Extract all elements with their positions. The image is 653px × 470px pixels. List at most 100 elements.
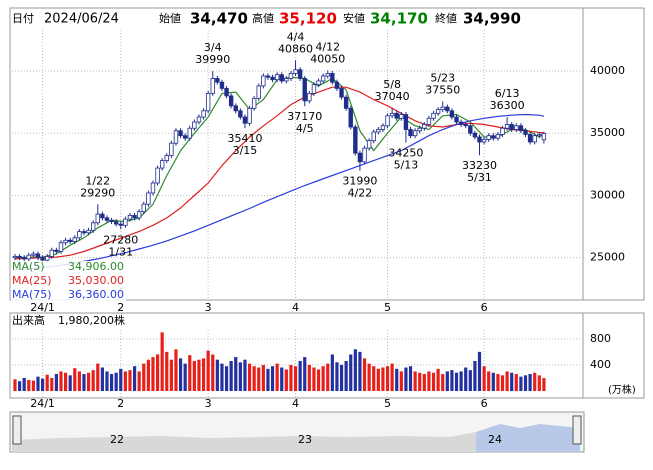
volume-bar [450, 370, 454, 391]
volume-bar [40, 378, 45, 391]
candle-body [12, 256, 18, 259]
volume-bar [427, 371, 431, 391]
volume-bar [137, 371, 141, 391]
ma-line [14, 86, 544, 260]
volume-bar [441, 374, 445, 391]
volume-bar [436, 368, 440, 391]
candle-body [192, 121, 197, 129]
candle-body [353, 126, 358, 154]
candle-body [173, 130, 179, 144]
x-tick-label: 5 [384, 397, 391, 410]
candle-body [182, 135, 188, 139]
y-tick-label: 25000 [590, 251, 625, 264]
candle-body [132, 214, 137, 219]
candle-body [389, 112, 395, 117]
candle-body [376, 129, 381, 133]
candle-body [118, 223, 123, 226]
candle-body [219, 81, 225, 89]
candle-body [371, 131, 376, 142]
candle-body [141, 203, 146, 213]
volume-bar [344, 361, 348, 391]
x-tick-label: 3 [205, 397, 212, 410]
candle-body [362, 147, 367, 163]
volume-bar [91, 370, 95, 391]
candle-body [265, 75, 271, 78]
volume-bar [335, 362, 339, 391]
volume-bar [36, 376, 40, 391]
y-tick-label: 400 [590, 358, 611, 371]
volume-bar [459, 371, 463, 391]
candle-body [537, 134, 542, 137]
x-tick-label: 5 [384, 301, 391, 314]
navigator-label: 24 [488, 433, 502, 446]
candle-body [380, 125, 386, 130]
navigator-range [476, 424, 580, 452]
volume-title: 出来高 [12, 313, 45, 327]
candle-body [127, 214, 133, 220]
volume-bar [192, 361, 196, 391]
volume-bar [188, 355, 192, 391]
candle-body [72, 237, 77, 242]
candle-body [146, 192, 151, 205]
legend-label: MA(25) [12, 274, 52, 287]
candle-body [100, 213, 105, 219]
volume-bar [408, 366, 413, 391]
annotation-date: 5/31 [467, 171, 492, 184]
candle-body [123, 218, 128, 226]
candle-body [201, 110, 206, 118]
volume-bar [132, 366, 137, 391]
volume-bar [261, 364, 265, 391]
candle-body [279, 74, 284, 82]
candle-body [518, 125, 524, 132]
candle-body [325, 73, 330, 77]
candle-body [205, 92, 211, 112]
legend-value: 35,030.00 [68, 274, 124, 287]
candle-body [399, 114, 404, 119]
volume-bar [390, 363, 394, 391]
navigator-label: 22 [110, 433, 124, 446]
y-tick-label: 35000 [590, 126, 625, 139]
candle-body [164, 155, 169, 162]
volume-bar [298, 361, 302, 391]
candle-body [472, 132, 478, 138]
candle-body [54, 249, 59, 252]
candle-body [445, 106, 450, 112]
volume-bar [445, 371, 449, 391]
candle-body [210, 78, 215, 94]
volume-bar [119, 368, 123, 391]
candle-body [187, 127, 192, 139]
candle-body [523, 130, 528, 135]
navigator-handle[interactable] [12, 415, 22, 445]
legend-bg [11, 289, 126, 302]
navigator-handle[interactable] [572, 415, 582, 445]
legend-label: MA(75) [12, 288, 52, 301]
volume-bar [381, 367, 385, 391]
candle-body [224, 88, 229, 97]
ma-line [14, 76, 545, 259]
quote-value: 34,470 [190, 10, 248, 28]
volume-bar [220, 363, 224, 391]
volume-bar [496, 374, 500, 391]
volume-bar [114, 372, 118, 391]
volume-bar [468, 370, 472, 391]
volume-bar [82, 374, 86, 391]
candle-body [477, 136, 482, 143]
volume-bar [31, 380, 35, 391]
x-tick-label: 2 [117, 301, 124, 314]
candle-body [95, 213, 100, 224]
candle-body [261, 75, 266, 87]
candle-body [58, 242, 64, 252]
candle-body [274, 74, 280, 81]
candle-body [21, 257, 27, 260]
y-tick-label: 30000 [590, 188, 625, 201]
volume-bar [247, 363, 252, 391]
candle-body [159, 160, 165, 169]
volume-bar [50, 377, 54, 391]
volume-bar [413, 371, 417, 391]
volume-bar [339, 364, 344, 391]
candle-body [440, 106, 445, 110]
volume-bar [96, 363, 100, 391]
volume-bar [45, 374, 49, 391]
candle-body [348, 107, 353, 128]
candle-body [113, 221, 119, 225]
